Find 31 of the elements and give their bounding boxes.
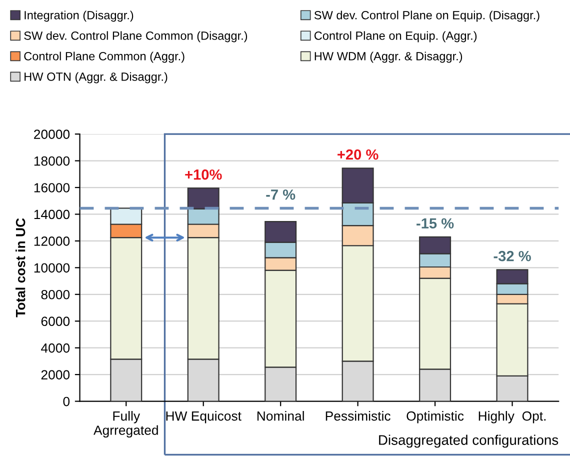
x-axis-title: Disaggregated configurations	[379, 434, 558, 448]
x-tick-label: Pessimistic	[326, 411, 390, 421]
y-tick-label: 18000	[34, 156, 70, 166]
x-tick-label: Optimistic	[406, 411, 464, 424]
annotation: +20 %	[338, 149, 378, 160]
y-tick-label: 14000	[34, 210, 70, 220]
y-tick-label: 10000	[34, 263, 70, 273]
x-tick-label: HW Equicost	[166, 411, 242, 424]
legend-label: HW WDM (Aggr. & Disaggr.)	[314, 52, 462, 63]
legend-label: SW dev. Control Plane Common (Disaggr.)	[24, 31, 248, 42]
annotation: -15 %	[416, 218, 454, 229]
legend-label: Control Plane on Equip. (Aggr.)	[314, 31, 477, 42]
legend-label: SW dev. Control Plane on Equip. (Disaggr.)	[314, 10, 540, 22]
y-tick-label: 2000	[41, 370, 70, 380]
legend-label: Control Plane Common (Aggr.)	[24, 52, 184, 63]
y-tick-label: 12000	[34, 236, 70, 246]
annotation: -7 %	[266, 189, 296, 200]
y-tick-label: 4000	[41, 343, 70, 353]
legend-label: HW OTN (Aggr. & Disaggr.)	[24, 72, 168, 84]
legend-label: Integration (Disaggr.)	[24, 10, 134, 22]
x-tick-label: Nominal	[257, 411, 304, 421]
y-tick-label: 20000	[34, 130, 70, 139]
x-tick-label: Fully Agrregated	[94, 411, 158, 438]
annotation: +10%	[185, 169, 222, 180]
annotation: -32 %	[494, 250, 531, 262]
y-tick-label: 6000	[41, 316, 70, 326]
y-axis-title: Total cost in UC	[16, 218, 26, 318]
y-tick-label: 0	[63, 396, 70, 406]
y-tick-label: 8000	[41, 290, 70, 300]
x-tick-label: Highly Opt.	[478, 411, 546, 424]
y-tick-label: 16000	[34, 183, 70, 192]
